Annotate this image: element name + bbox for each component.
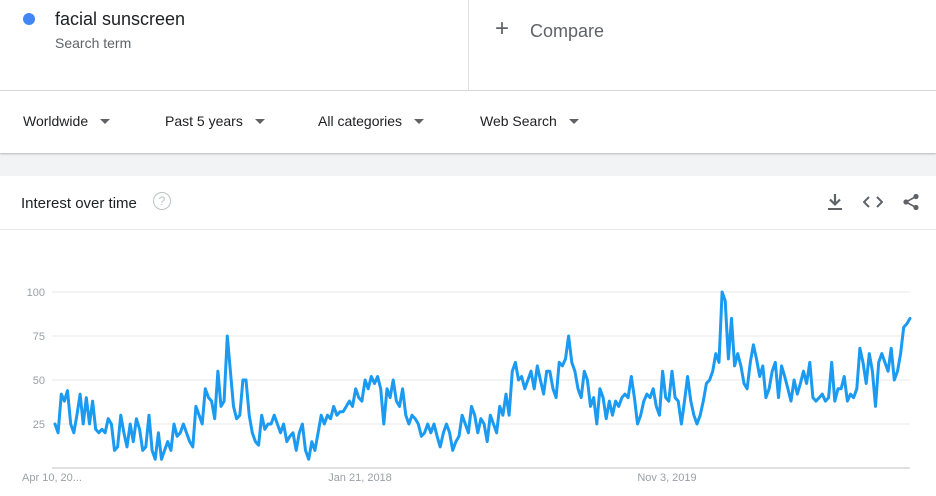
- caret-down-icon: [254, 118, 265, 124]
- filter-bar: Worldwide Past 5 years All categories We…: [0, 91, 936, 153]
- y-tick-label-25: 25: [33, 419, 45, 431]
- y-tick-label-75: 75: [33, 331, 45, 343]
- series-color-dot: [23, 13, 35, 25]
- y-tick-label-100: 100: [27, 287, 45, 299]
- search-term-name[interactable]: facial sunscreen: [55, 9, 186, 29]
- time-range-dropdown-label: Past 5 years: [165, 113, 243, 129]
- search-header: facial sunscreen Search term + Compare: [0, 0, 936, 91]
- card-title: Interest over time: [21, 195, 137, 212]
- plus-icon: +: [495, 15, 510, 42]
- region-dropdown[interactable]: Worldwide: [23, 113, 111, 129]
- card-header: Interest over time ?: [0, 176, 936, 230]
- search-type-dropdown[interactable]: Web Search: [480, 113, 579, 129]
- category-dropdown-label: All categories: [318, 113, 403, 129]
- download-icon[interactable]: [824, 191, 846, 213]
- help-icon[interactable]: ?: [153, 192, 171, 210]
- category-dropdown[interactable]: All categories: [318, 113, 425, 129]
- compare-label: Compare: [530, 21, 605, 41]
- region-dropdown-label: Worldwide: [23, 113, 89, 129]
- search-type-dropdown-label: Web Search: [480, 113, 557, 129]
- search-term-card[interactable]: facial sunscreen Search term: [0, 0, 469, 90]
- y-tick-label-50: 50: [33, 375, 45, 387]
- series-line-0[interactable]: [53, 290, 912, 461]
- x-tick-label-0: Apr 10, 20...: [22, 472, 82, 484]
- interest-over-time-card: Interest over time ? 25 50 75 100 Apr 10, 20…: [0, 176, 936, 496]
- caret-down-icon: [414, 118, 425, 124]
- caret-down-icon: [568, 118, 579, 124]
- embed-icon[interactable]: [862, 191, 884, 213]
- interest-line-chart: 25 50 75 100 Apr 10, 20... Jan 21, 2018 Nov 3,…: [22, 287, 912, 484]
- search-term-subtitle: Search term: [55, 35, 132, 51]
- caret-down-icon: [100, 118, 111, 124]
- share-icon[interactable]: [900, 191, 922, 213]
- compare-button[interactable]: + Compare: [469, 0, 936, 90]
- x-tick-label-1: Jan 21, 2018: [328, 472, 392, 484]
- time-range-dropdown[interactable]: Past 5 years: [165, 113, 265, 129]
- x-tick-label-2: Nov 3, 2019: [637, 472, 696, 484]
